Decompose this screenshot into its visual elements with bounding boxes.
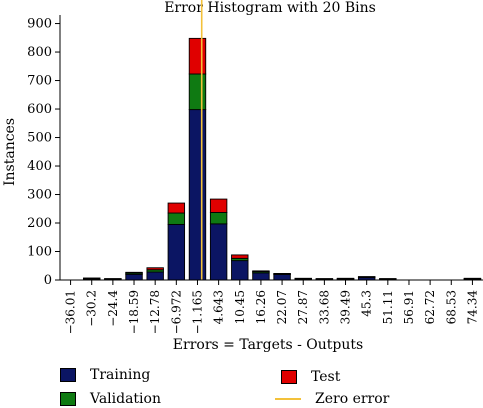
x-tick-label-2: −24.4 bbox=[106, 290, 120, 327]
legend-swatch-validation bbox=[60, 392, 76, 406]
x-tick-label-10: 22.07 bbox=[275, 290, 289, 324]
x-tick-label-1: −30.2 bbox=[85, 290, 99, 327]
legend-item-validation: Validation bbox=[60, 391, 161, 407]
x-tick-label-14: 45.3 bbox=[360, 290, 374, 317]
bar-test-15 bbox=[379, 278, 397, 280]
bar-training-4 bbox=[146, 271, 164, 281]
bar-training-6 bbox=[188, 109, 207, 281]
x-tick-label-9: 16.26 bbox=[254, 290, 268, 324]
y-tick-label-900: 900 bbox=[27, 17, 52, 32]
x-axis-label: Errors = Targets - Outputs bbox=[173, 337, 363, 353]
bar-validation-6 bbox=[188, 73, 207, 111]
legend-swatch-training bbox=[60, 368, 76, 382]
legend-item-test: Test bbox=[281, 369, 340, 385]
bar-validation-5 bbox=[167, 212, 186, 225]
legend-item-zero-error: Zero error bbox=[275, 391, 389, 407]
legend-label-validation: Validation bbox=[90, 391, 161, 407]
bar-test-8 bbox=[231, 254, 249, 259]
x-tick-label-18: 68.53 bbox=[444, 290, 458, 324]
x-tick-label-13: 39.49 bbox=[339, 290, 353, 324]
legend-label-test: Test bbox=[311, 369, 341, 385]
bar-test-10 bbox=[273, 273, 291, 275]
bar-validation-7 bbox=[209, 212, 228, 225]
chart-title: Error Histogram with 20 Bins bbox=[164, 0, 376, 16]
bar-training-7 bbox=[209, 223, 228, 281]
y-tick-label-200: 200 bbox=[27, 216, 52, 231]
x-tick-label-6: −1.165 bbox=[190, 290, 204, 334]
x-tick-label-12: 33.68 bbox=[317, 290, 331, 324]
legend-swatch-test bbox=[281, 370, 297, 384]
x-tick-label-15: 51.11 bbox=[381, 290, 395, 324]
x-tick-label-7: 4.643 bbox=[212, 290, 226, 324]
x-tick-label-5: −6.972 bbox=[169, 290, 183, 334]
bar-test-14 bbox=[357, 276, 376, 278]
bar-test-2 bbox=[104, 278, 122, 280]
x-tick-label-19: 74.34 bbox=[465, 290, 479, 325]
x-tick-label-4: −12.78 bbox=[148, 290, 162, 334]
y-tick-label-700: 700 bbox=[27, 74, 52, 89]
y-axis-label: Instances bbox=[2, 118, 18, 186]
x-tick-label-0: −36.01 bbox=[64, 290, 78, 334]
bar-training-10 bbox=[273, 273, 291, 281]
y-tick-label-100: 100 bbox=[27, 245, 52, 260]
y-tick-label-0: 0 bbox=[44, 273, 52, 288]
bar-test-13 bbox=[336, 277, 355, 280]
y-tick-label-600: 600 bbox=[27, 102, 52, 117]
bar-training-8 bbox=[231, 260, 249, 281]
legend-label-zero-error: Zero error bbox=[315, 391, 390, 407]
x-tick-label-11: 27.87 bbox=[296, 290, 310, 324]
bar-training-5 bbox=[167, 223, 186, 281]
bar-training-9 bbox=[252, 272, 270, 281]
y-tick-label-500: 500 bbox=[27, 131, 52, 146]
bar-test-19 bbox=[463, 277, 482, 280]
bar-test-7 bbox=[209, 198, 228, 213]
y-tick-label-400: 400 bbox=[27, 159, 52, 174]
legend-label-training: Training bbox=[90, 367, 151, 383]
x-tick-label-16: 56.91 bbox=[402, 290, 416, 324]
legend-swatch-zero-error bbox=[275, 398, 301, 400]
bar-test-11 bbox=[294, 277, 312, 280]
y-tick-label-300: 300 bbox=[27, 188, 52, 203]
legend-item-training: Training bbox=[60, 367, 150, 383]
bar-training-3 bbox=[125, 273, 143, 281]
bar-test-5 bbox=[167, 202, 186, 214]
x-tick-label-8: 10.45 bbox=[233, 290, 247, 324]
bar-test-6 bbox=[188, 37, 207, 75]
x-tick-label-17: 62.72 bbox=[423, 290, 437, 324]
y-tick-label-800: 800 bbox=[27, 45, 52, 60]
bar-test-9 bbox=[252, 270, 270, 273]
bar-test-12 bbox=[315, 278, 334, 280]
x-tick-label-3: −18.59 bbox=[127, 290, 141, 334]
bars-layer bbox=[83, 37, 482, 281]
bar-test-1 bbox=[83, 277, 101, 280]
bar-test-3 bbox=[125, 271, 143, 274]
bar-test-4 bbox=[146, 267, 164, 271]
